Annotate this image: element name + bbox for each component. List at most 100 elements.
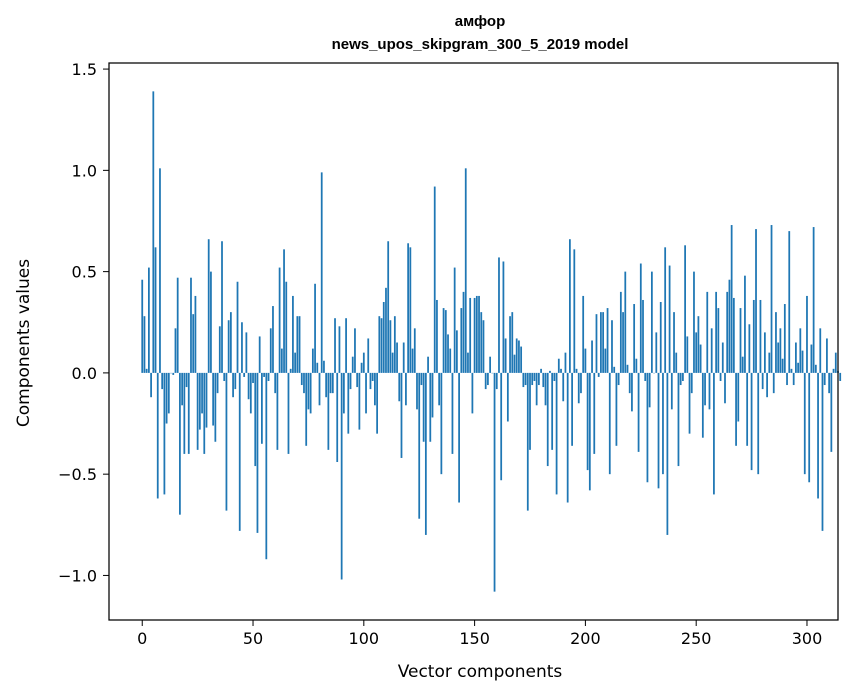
bar — [535, 372, 538, 406]
bar — [520, 346, 523, 373]
bar — [777, 342, 780, 373]
bar — [604, 348, 607, 373]
bar — [504, 338, 507, 373]
bar — [697, 316, 700, 373]
bar — [600, 312, 602, 373]
bar — [724, 372, 726, 404]
bar — [617, 372, 620, 386]
bar — [442, 308, 445, 373]
bar — [575, 368, 578, 373]
y-axis-ticks: −1.0 −0.5 0.0 0.5 1.0 1.5 — [58, 60, 109, 585]
bar — [741, 356, 744, 373]
bar — [247, 372, 250, 400]
bar — [289, 368, 292, 373]
bar — [179, 372, 181, 515]
bar — [198, 372, 201, 430]
bar — [167, 372, 170, 414]
bar — [513, 354, 516, 373]
bar — [183, 372, 186, 454]
bar — [362, 352, 365, 373]
bar — [577, 372, 580, 404]
bar — [706, 291, 709, 373]
bar — [673, 312, 675, 373]
bar — [713, 372, 715, 495]
bar — [595, 314, 598, 373]
bar — [190, 277, 192, 373]
bar — [163, 372, 166, 495]
bar — [828, 372, 831, 394]
bar — [336, 372, 339, 463]
x-axis-label: Vector components — [398, 662, 563, 682]
bar — [812, 227, 815, 373]
bar — [626, 364, 629, 373]
bar — [666, 372, 669, 535]
bar — [223, 372, 226, 381]
bar — [719, 372, 722, 381]
bar — [484, 372, 487, 390]
bar — [526, 372, 529, 511]
bar — [148, 267, 150, 373]
bar — [586, 372, 589, 471]
bar — [161, 372, 164, 390]
bar — [801, 350, 804, 373]
bar — [839, 372, 842, 381]
bar — [145, 368, 148, 373]
bar — [385, 287, 387, 373]
bar — [338, 326, 341, 373]
bar — [221, 241, 223, 373]
y-tick-label: −0.5 — [58, 465, 97, 484]
bar — [766, 372, 768, 398]
bar — [775, 312, 777, 373]
bar — [746, 372, 749, 446]
bar — [176, 277, 179, 373]
bar — [172, 372, 175, 375]
bar — [174, 328, 177, 373]
bar — [201, 372, 203, 414]
bar — [770, 225, 773, 373]
bar — [225, 372, 228, 511]
bar — [772, 372, 775, 394]
chart-subtitle: news_upos_skipgram_300_5_2019 model — [332, 36, 629, 53]
bar — [810, 344, 813, 373]
bar — [462, 291, 465, 373]
bar — [728, 279, 731, 373]
bar — [438, 372, 441, 406]
bar — [391, 352, 394, 373]
bar — [396, 342, 398, 373]
bar — [537, 372, 540, 386]
bar — [591, 340, 593, 373]
bar — [826, 338, 828, 373]
bar — [482, 320, 485, 373]
bar — [562, 372, 565, 402]
bar — [732, 297, 735, 373]
bar — [737, 372, 740, 422]
bar — [695, 332, 698, 373]
bar — [287, 372, 290, 454]
bar — [440, 372, 443, 475]
bar — [580, 372, 582, 394]
bar — [602, 312, 605, 373]
bar — [551, 372, 554, 450]
bar — [212, 372, 215, 426]
bar — [500, 372, 503, 481]
bar — [755, 229, 757, 373]
x-tick-label: 50 — [243, 629, 263, 648]
bar — [735, 372, 737, 446]
bar — [152, 91, 155, 373]
bar — [834, 352, 837, 373]
bar — [657, 372, 660, 489]
bar — [360, 362, 363, 373]
bar — [752, 299, 755, 373]
bar — [405, 372, 407, 406]
bar — [238, 372, 241, 531]
bar — [806, 295, 808, 373]
bar — [701, 372, 704, 438]
bar — [553, 372, 556, 381]
bar — [648, 372, 651, 408]
bar — [682, 372, 684, 381]
bar — [449, 348, 452, 373]
bar — [261, 372, 263, 444]
bar — [141, 279, 144, 373]
bars-layer — [141, 91, 842, 592]
